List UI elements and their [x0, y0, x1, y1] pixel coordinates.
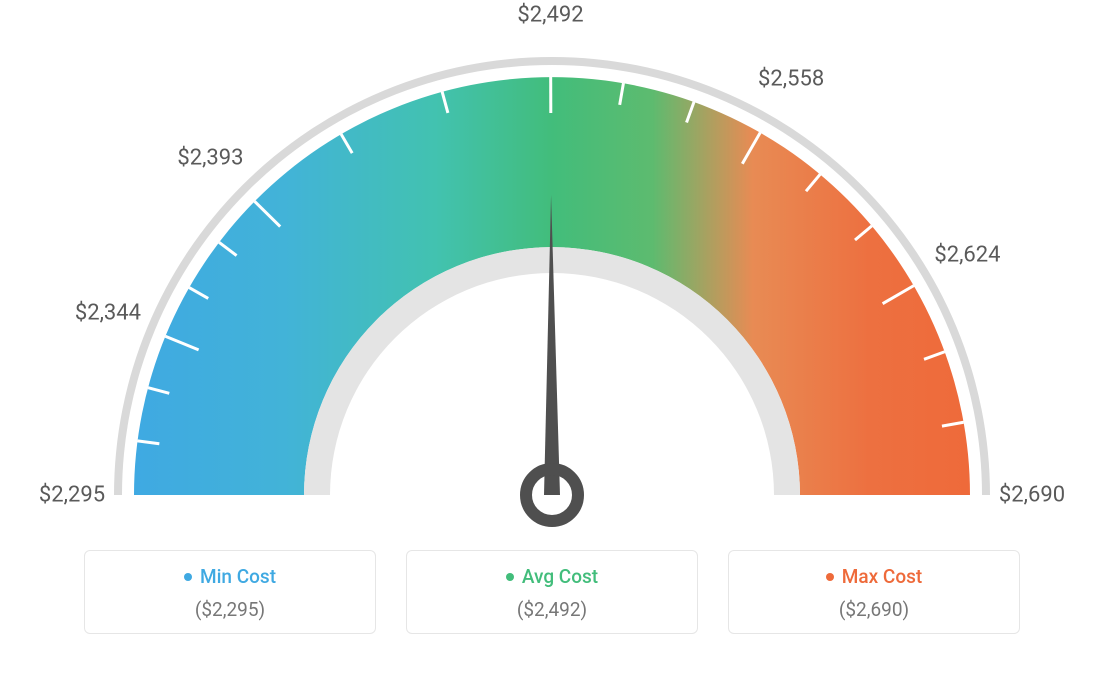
gauge-tick-label: $2,393	[177, 145, 243, 170]
gauge-tick-label: $2,690	[999, 483, 1065, 508]
legend-max: Max Cost ($2,690)	[728, 550, 1020, 634]
gauge-container: $2,295 $2,344 $2,393 $2,492 $2,558 $2,624 $2,6…	[0, 0, 1104, 540]
gauge-svg	[0, 0, 1104, 540]
gauge-tick-label: $2,624	[934, 242, 1000, 267]
legend-avg-title: Avg Cost	[522, 565, 598, 588]
legend-min-dot	[184, 573, 192, 581]
gauge-tick-label: $2,344	[75, 300, 141, 325]
legend-avg-dot	[506, 573, 514, 581]
gauge-tick-label: $2,492	[517, 3, 583, 28]
legend-row: Min Cost ($2,295) Avg Cost ($2,492) Max …	[0, 550, 1104, 634]
legend-avg: Avg Cost ($2,492)	[406, 550, 698, 634]
gauge-tick-label: $2,558	[758, 66, 824, 91]
gauge-tick-label: $2,295	[39, 483, 105, 508]
legend-max-value: ($2,690)	[729, 598, 1019, 621]
legend-max-dot	[826, 573, 834, 581]
legend-avg-value: ($2,492)	[407, 598, 697, 621]
legend-min: Min Cost ($2,295)	[84, 550, 376, 634]
legend-max-title: Max Cost	[842, 565, 922, 588]
legend-min-title: Min Cost	[200, 565, 276, 588]
legend-min-value: ($2,295)	[85, 598, 375, 621]
